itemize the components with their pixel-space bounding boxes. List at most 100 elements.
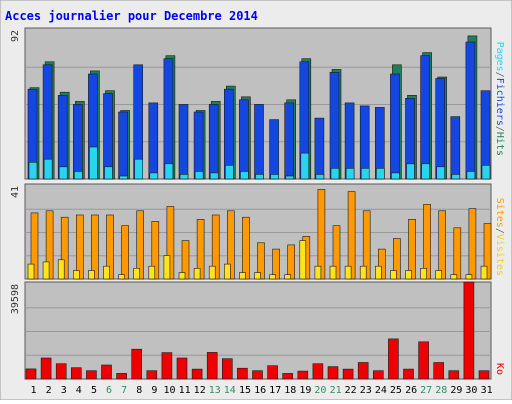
y-max-label: 39598 — [10, 284, 21, 314]
x-tick-label-day-2: 2 — [46, 385, 52, 396]
bar-fichiers-day-9 — [148, 102, 159, 180]
legend-hits: Hits — [494, 132, 505, 156]
bar-fichiers-day-20 — [314, 117, 325, 180]
bar-sites-day-13 — [208, 265, 216, 280]
bar-sites-day-9 — [148, 265, 156, 280]
legend-slash-2: / — [494, 126, 505, 132]
bar-ko-day-4 — [71, 367, 82, 380]
bar-fichiers-day-22 — [344, 102, 355, 180]
y-max-label: 92 — [10, 30, 21, 42]
bar-visites-day-22 — [347, 191, 356, 280]
bar-ko-day-21 — [327, 366, 339, 380]
x-tick-label-day-21: 21 — [330, 385, 342, 396]
panel-background — [24, 281, 492, 380]
bar-pages-day-29 — [451, 174, 461, 180]
bar-fichiers-day-6 — [103, 93, 113, 180]
legend-top: Pages/Fichiers/Hits — [494, 42, 505, 156]
bar-fichiers-day-25 — [390, 73, 400, 180]
bar-ko-day-27 — [418, 341, 429, 380]
bar-ko-day-2 — [40, 357, 52, 380]
bar-sites-day-15 — [239, 272, 246, 280]
bar-pages-day-23 — [360, 168, 370, 180]
bar-pages-day-10 — [164, 163, 174, 180]
bar-ko-day-20 — [312, 363, 324, 380]
bar-fichiers-day-30 — [465, 41, 476, 180]
bar-visites-day-25 — [393, 238, 401, 280]
bar-pages-day-16 — [255, 174, 264, 180]
bar-pages-day-28 — [436, 166, 446, 180]
bar-visites-day-29 — [453, 227, 462, 280]
bar-visites-day-2 — [45, 210, 54, 280]
bar-ko-day-11 — [176, 357, 188, 380]
bar-sites-day-27 — [420, 267, 427, 280]
bar-visites-day-10 — [166, 206, 175, 280]
bar-pages-day-2 — [43, 158, 53, 180]
bar-sites-day-5 — [88, 270, 95, 280]
bar-sites-day-1 — [27, 263, 35, 280]
x-tick-label-day-6: 6 — [106, 385, 112, 396]
bar-visites-day-17 — [272, 248, 280, 280]
x-tick-label-day-23: 23 — [360, 385, 372, 396]
x-tick-label-day-27: 27 — [420, 385, 432, 396]
bar-visites-day-13 — [211, 214, 220, 280]
x-tick-label-day-10: 10 — [163, 385, 175, 396]
legend-ko: Ko — [494, 363, 505, 375]
bar-sites-day-23 — [359, 265, 367, 280]
x-tick-label-day-18: 18 — [284, 385, 296, 396]
bar-visites-day-26 — [408, 219, 416, 280]
bar-ko-day-3 — [55, 363, 67, 380]
bar-visites-day-14 — [227, 210, 235, 280]
x-tick-label-day-3: 3 — [61, 385, 67, 396]
bar-visites-day-8 — [136, 210, 144, 280]
bar-sites-day-26 — [405, 270, 412, 280]
bar-pages-day-30 — [466, 171, 476, 180]
x-tick-label-day-16: 16 — [254, 385, 266, 396]
bar-sites-day-21 — [329, 265, 337, 280]
legend-visites: Visites — [494, 234, 505, 276]
bar-pages-day-26 — [406, 163, 415, 180]
bar-visites-day-6 — [106, 214, 114, 280]
bar-ko-day-6 — [101, 364, 112, 380]
bar-fichiers-day-3 — [57, 95, 68, 180]
bar-fichiers-day-17 — [269, 119, 279, 180]
x-tick-label-day-29: 29 — [450, 385, 462, 396]
bar-ko-day-13 — [206, 352, 218, 380]
bar-sites-day-11 — [178, 272, 186, 280]
x-tick-label-day-24: 24 — [375, 385, 387, 396]
x-tick-label-day-4: 4 — [76, 385, 82, 396]
bar-fichiers-day-16 — [254, 104, 264, 180]
bar-sites-day-20 — [314, 265, 322, 280]
bar-sites-day-22 — [344, 265, 352, 280]
bar-visites-day-9 — [151, 221, 160, 280]
panel-pages-fichiers-hits: 92 — [10, 27, 492, 180]
bar-fichiers-day-27 — [420, 55, 430, 180]
bar-ko-day-23 — [357, 362, 369, 380]
bar-ko-day-12 — [191, 368, 203, 380]
x-tick-label-day-28: 28 — [435, 385, 447, 396]
bar-pages-day-20 — [315, 174, 325, 180]
bar-ko-day-5 — [86, 370, 97, 380]
x-tick-label-day-30: 30 — [465, 385, 477, 396]
bar-sites-day-12 — [193, 267, 201, 280]
bar-visites-day-20 — [317, 189, 326, 280]
bar-pages-day-1 — [28, 162, 38, 180]
x-tick-label-day-5: 5 — [91, 385, 97, 396]
bar-pages-day-3 — [58, 166, 68, 180]
bar-fichiers-day-12 — [193, 111, 204, 180]
bar-pages-day-12 — [194, 171, 204, 180]
bar-visites-day-1 — [30, 212, 39, 280]
bar-sites-day-14 — [224, 263, 231, 280]
bar-visites-day-23 — [362, 210, 371, 280]
bar-ko-day-22 — [342, 368, 354, 380]
bar-sites-day-3 — [57, 259, 65, 280]
bar-sites-day-29 — [450, 274, 458, 280]
bar-pages-day-17 — [270, 174, 279, 180]
legend-bottom: Ko — [494, 363, 505, 375]
bar-visites-day-5 — [91, 214, 99, 280]
bar-pages-day-9 — [149, 172, 159, 180]
bar-ko-day-31 — [478, 370, 490, 380]
bar-pages-day-18 — [285, 175, 295, 180]
legend-slash-1: / — [494, 72, 505, 78]
bar-visites-day-18 — [287, 244, 296, 280]
